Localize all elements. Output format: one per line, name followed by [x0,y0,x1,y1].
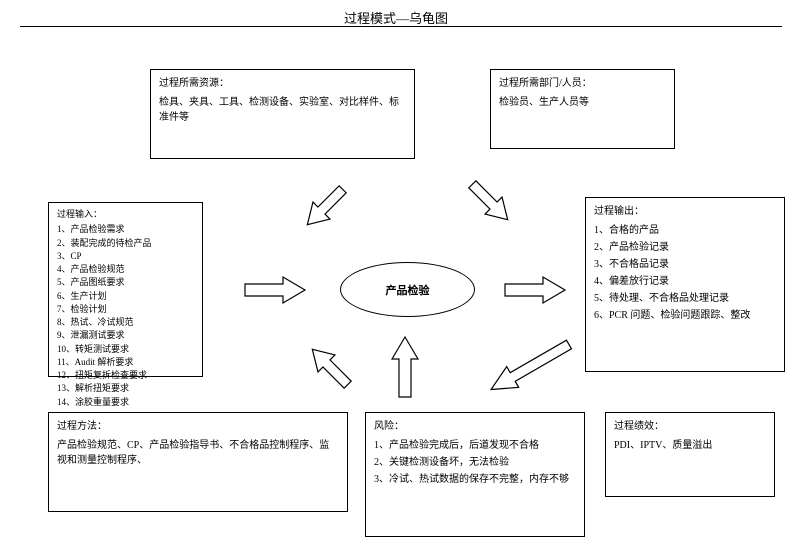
inputs-header: 过程输入： [57,209,194,220]
diagram-frame: 过程所需资源： 检具、夹具、工具、检测设备、实验室、对比样件、标准件等 过程所需… [20,26,782,550]
list-item: 14、涂胶重量要求 [57,397,194,408]
list-item: 7、检验计划 [57,304,194,315]
box-risks: 风险： 1、产品检验完成后，后道发现不合格 2、关键检测设备坏，无法检验 3、冷试、… [365,412,585,537]
list-item: 2、关键检测设备坏，无法检验 [374,455,576,470]
page-title: 过程模式—乌龟图 [0,8,792,27]
box-resources: 过程所需资源： 检具、夹具、工具、检测设备、实验室、对比样件、标准件等 [150,69,415,159]
list-item: 4、偏差放行记录 [594,274,776,289]
list-item: 1、产品检验完成后，后道发现不合格 [374,438,576,453]
risks-list: 1、产品检验完成后，后道发现不合格 2、关键检测设备坏，无法检验 3、冷试、热试数据… [374,438,576,487]
list-item: 9、泄漏测试要求 [57,330,194,341]
arrow-performance-to-center [470,327,590,407]
list-item: 13、解析扭矩要求 [57,383,194,394]
inputs-list: 1、产品检验需求 2、装配完成的待检产品 3、CP 4、产品检验规范 5、产品图纸要求 6… [57,224,194,408]
list-item: 2、装配完成的待检产品 [57,238,194,249]
arrow-resources-to-center [295,162,355,252]
arrow-people-to-center [460,157,520,247]
list-item: 8、热试、冷试规范 [57,317,194,328]
methods-header: 过程方法： [57,419,339,434]
list-item: 6、生产计划 [57,291,194,302]
list-item: 11、Audit 解析要求 [57,357,194,368]
center-oval: 产品检验 [340,262,475,317]
list-item: 3、不合格品记录 [594,257,776,272]
list-item: 4、产品检验规范 [57,264,194,275]
resources-header: 过程所需资源： [159,76,406,91]
arrow-center-to-outputs [500,275,570,305]
risks-header: 风险： [374,419,576,434]
list-item: 3、CP [57,251,194,262]
people-header: 过程所需部门/人员： [499,76,666,91]
list-item: 1、合格的产品 [594,223,776,238]
arrow-methods-to-center [300,327,360,407]
list-item: 3、冷试、热试数据的保存不完整，内存不够 [374,472,576,487]
list-item: 6、PCR 问题、检验问题跟踪、整改 [594,308,776,323]
list-item: 10、转矩测试要求 [57,344,194,355]
box-people: 过程所需部门/人员： 检验员、生产人员等 [490,69,675,149]
list-item: 12、扭矩复拆检查要求 [57,370,194,381]
outputs-list: 1、合格的产品 2、产品检验记录 3、不合格品记录 4、偏差放行记录 5、待处理、不合格… [594,223,776,323]
box-performance: 过程绩效： PDI、IPTV、质量溢出 [605,412,775,497]
arrow-risks-to-center [390,327,420,407]
list-item: 1、产品检验需求 [57,224,194,235]
performance-body: PDI、IPTV、质量溢出 [614,438,766,453]
box-methods: 过程方法： 产品检验规范、CP、产品检验指导书、不合格品控制程序、监视和测量控制… [48,412,348,512]
list-item: 2、产品检验记录 [594,240,776,255]
outputs-header: 过程输出： [594,204,776,219]
box-outputs: 过程输出： 1、合格的产品 2、产品检验记录 3、不合格品记录 4、偏差放行记录 5、待… [585,197,785,372]
box-inputs: 过程输入： 1、产品检验需求 2、装配完成的待检产品 3、CP 4、产品检验规范 5、产… [48,202,203,377]
list-item: 5、产品图纸要求 [57,277,194,288]
arrow-inputs-to-center [240,275,310,305]
performance-header: 过程绩效： [614,419,766,434]
center-label: 产品检验 [386,282,430,298]
resources-body: 检具、夹具、工具、检测设备、实验室、对比样件、标准件等 [159,95,406,125]
people-body: 检验员、生产人员等 [499,95,666,110]
list-item: 5、待处理、不合格品处理记录 [594,291,776,306]
methods-body: 产品检验规范、CP、产品检验指导书、不合格品控制程序、监视和测量控制程序、 [57,438,339,468]
